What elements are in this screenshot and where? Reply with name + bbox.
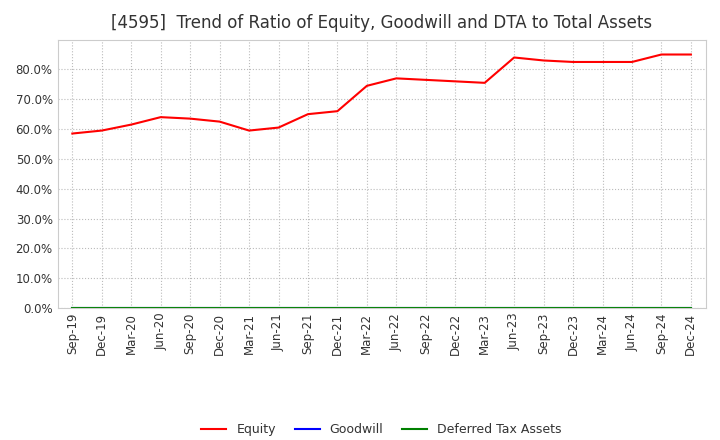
Deferred Tax Assets — [480, 305, 489, 311]
Equity — [304, 111, 312, 117]
Deferred Tax Assets — [392, 305, 400, 311]
Equity — [628, 59, 636, 65]
Goodwill — [215, 305, 224, 311]
Deferred Tax Assets — [451, 305, 459, 311]
Goodwill — [245, 305, 253, 311]
Deferred Tax Assets — [363, 305, 372, 311]
Deferred Tax Assets — [274, 305, 283, 311]
Goodwill — [274, 305, 283, 311]
Equity — [186, 116, 194, 121]
Goodwill — [451, 305, 459, 311]
Goodwill — [628, 305, 636, 311]
Equity — [687, 52, 696, 57]
Deferred Tax Assets — [245, 305, 253, 311]
Deferred Tax Assets — [215, 305, 224, 311]
Equity — [569, 59, 577, 65]
Equity — [363, 83, 372, 88]
Deferred Tax Assets — [304, 305, 312, 311]
Equity — [510, 55, 518, 60]
Goodwill — [687, 305, 696, 311]
Deferred Tax Assets — [569, 305, 577, 311]
Goodwill — [510, 305, 518, 311]
Legend: Equity, Goodwill, Deferred Tax Assets: Equity, Goodwill, Deferred Tax Assets — [197, 418, 567, 440]
Goodwill — [127, 305, 135, 311]
Deferred Tax Assets — [657, 305, 666, 311]
Deferred Tax Assets — [510, 305, 518, 311]
Equity — [421, 77, 430, 82]
Goodwill — [392, 305, 400, 311]
Equity — [657, 52, 666, 57]
Equity — [215, 119, 224, 124]
Deferred Tax Assets — [68, 305, 76, 311]
Deferred Tax Assets — [421, 305, 430, 311]
Equity — [97, 128, 106, 133]
Deferred Tax Assets — [687, 305, 696, 311]
Goodwill — [97, 305, 106, 311]
Equity — [68, 131, 76, 136]
Equity — [539, 58, 548, 63]
Equity — [156, 114, 165, 120]
Deferred Tax Assets — [97, 305, 106, 311]
Goodwill — [304, 305, 312, 311]
Equity — [333, 109, 342, 114]
Deferred Tax Assets — [127, 305, 135, 311]
Deferred Tax Assets — [598, 305, 607, 311]
Equity — [392, 76, 400, 81]
Goodwill — [333, 305, 342, 311]
Title: [4595]  Trend of Ratio of Equity, Goodwill and DTA to Total Assets: [4595] Trend of Ratio of Equity, Goodwil… — [111, 15, 652, 33]
Goodwill — [186, 305, 194, 311]
Goodwill — [421, 305, 430, 311]
Deferred Tax Assets — [628, 305, 636, 311]
Goodwill — [68, 305, 76, 311]
Deferred Tax Assets — [333, 305, 342, 311]
Equity — [245, 128, 253, 133]
Goodwill — [156, 305, 165, 311]
Goodwill — [480, 305, 489, 311]
Deferred Tax Assets — [539, 305, 548, 311]
Goodwill — [363, 305, 372, 311]
Equity — [451, 79, 459, 84]
Equity — [127, 122, 135, 127]
Line: Equity: Equity — [72, 55, 691, 134]
Goodwill — [569, 305, 577, 311]
Equity — [598, 59, 607, 65]
Goodwill — [539, 305, 548, 311]
Goodwill — [657, 305, 666, 311]
Goodwill — [598, 305, 607, 311]
Deferred Tax Assets — [156, 305, 165, 311]
Equity — [480, 80, 489, 85]
Deferred Tax Assets — [186, 305, 194, 311]
Equity — [274, 125, 283, 130]
